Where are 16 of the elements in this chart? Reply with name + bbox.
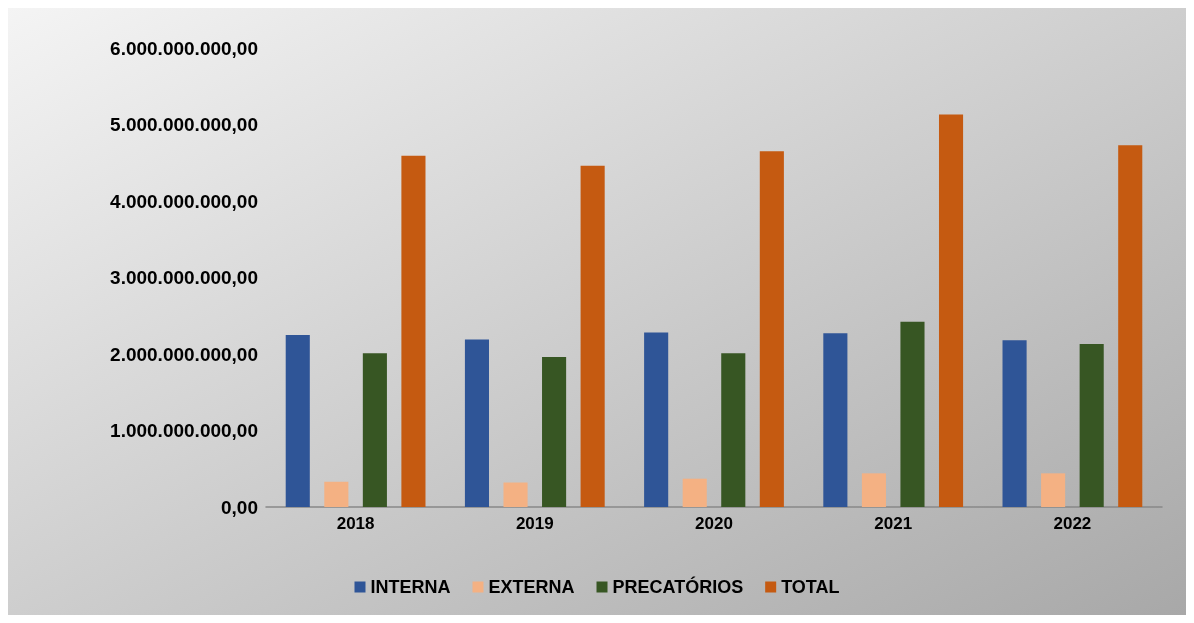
y-tick-label: 0,00 (221, 496, 258, 518)
x-tick-label: 2021 (874, 514, 913, 533)
legend-label: PRECATÓRIOS (612, 576, 744, 597)
y-tick-label: 5.000.000.000,00 (110, 114, 258, 135)
y-tick-label: 4.000.000.000,00 (110, 190, 258, 212)
x-tick-label: 2022 (1053, 514, 1092, 533)
legend-label: TOTAL (781, 577, 840, 597)
y-tick-label: 3.000.000.000,00 (110, 267, 258, 288)
y-tick-label: 6.000.000.000,00 (110, 37, 258, 59)
y-tick-label: 1.000.000.000,00 (110, 420, 258, 441)
legend-label: EXTERNA (488, 577, 575, 597)
legend-label: INTERNA (370, 577, 451, 597)
x-tick-label: 2019 (515, 514, 554, 533)
y-tick-label: 2.000.000.000,00 (110, 343, 258, 365)
x-tick-label: 2018 (336, 514, 375, 533)
x-tick-label: 2020 (695, 514, 733, 533)
